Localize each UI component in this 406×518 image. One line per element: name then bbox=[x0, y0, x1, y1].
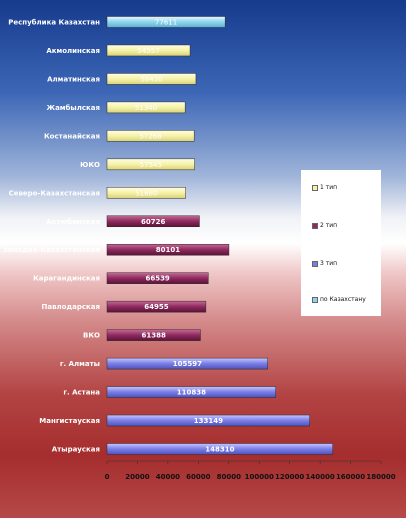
bar-value-label: 57545 bbox=[140, 161, 162, 169]
x-tick-label: 140000 bbox=[305, 473, 334, 481]
category-label: г. Алматы bbox=[60, 360, 100, 368]
bar-value-label: 51680 bbox=[135, 189, 157, 197]
category-label: Алматинская bbox=[47, 75, 100, 83]
x-tick-label: 80000 bbox=[217, 473, 241, 481]
category-label: Павлодарская bbox=[42, 303, 100, 311]
bar bbox=[106, 73, 197, 85]
x-tick-label: 100000 bbox=[245, 473, 274, 481]
category-label: Карагандинская bbox=[33, 275, 100, 283]
legend-label-type1: 1 тип bbox=[320, 184, 338, 191]
bar bbox=[106, 357, 268, 370]
bar bbox=[106, 130, 195, 142]
bar-value-label: 148310 bbox=[205, 446, 234, 454]
legend-swatch-type2 bbox=[312, 222, 318, 229]
bar bbox=[106, 443, 334, 455]
legend-label-type3: 3 тип bbox=[320, 260, 338, 267]
bar-value-label: 58430 bbox=[140, 75, 162, 83]
bar bbox=[106, 215, 200, 228]
bar-value-label: 66539 bbox=[145, 275, 169, 283]
bar bbox=[106, 272, 209, 284]
bar bbox=[106, 187, 186, 199]
category-label: Западно-Казахстанская bbox=[3, 246, 100, 254]
x-tick-label: 160000 bbox=[336, 473, 365, 481]
category-label: Северо-Казахстанская bbox=[9, 189, 100, 197]
bar-value-label: 51340 bbox=[135, 104, 157, 112]
bar-value-label: 105597 bbox=[173, 360, 202, 368]
category-label: Жамбылская bbox=[47, 104, 100, 112]
legend-swatch-kazakhstan bbox=[312, 296, 318, 303]
bar-value-label: 110838 bbox=[177, 389, 206, 397]
bar bbox=[106, 16, 226, 28]
category-label: г. Астана bbox=[63, 389, 100, 397]
legend-item-type1: 1 тип bbox=[312, 184, 337, 191]
bar-value-label: 77611 bbox=[155, 19, 177, 27]
bar bbox=[106, 44, 191, 57]
legend-item-kazakhstan: по Казахстану bbox=[312, 296, 366, 303]
category-label: Атырауская bbox=[52, 446, 100, 454]
bar bbox=[106, 300, 207, 313]
category-label: Костанайская bbox=[44, 132, 100, 140]
bar bbox=[106, 329, 201, 341]
legend-item-type2: 2 тип bbox=[312, 222, 337, 229]
category-label: ЮКО bbox=[80, 161, 100, 169]
bar bbox=[106, 158, 195, 171]
category-label: Республика Казахстан bbox=[8, 19, 100, 27]
bar-value-label: 57268 bbox=[139, 132, 161, 140]
bar-value-label: 133149 bbox=[194, 417, 223, 425]
x-tick-label: 60000 bbox=[186, 473, 210, 481]
legend-swatch-type1 bbox=[312, 184, 318, 191]
bar-value-label: 54557 bbox=[137, 47, 159, 55]
legend-label-type2: 2 тип bbox=[320, 222, 338, 229]
legend-label-kazakhstan: по Казахстану bbox=[320, 296, 366, 303]
category-label: Мангистауская bbox=[39, 417, 100, 425]
x-tick-label: 180000 bbox=[366, 473, 395, 481]
bar bbox=[106, 101, 186, 114]
legend-item-type3: 3 тип bbox=[312, 260, 337, 267]
bar-value-label: 64955 bbox=[144, 303, 168, 311]
x-tick-label: 120000 bbox=[275, 473, 304, 481]
bar bbox=[106, 414, 310, 427]
bar-value-label: 61388 bbox=[142, 332, 166, 340]
bar bbox=[106, 243, 230, 256]
category-label: Акмолинская bbox=[46, 47, 100, 55]
bar-value-label: 80101 bbox=[156, 246, 180, 254]
category-label: ВКО bbox=[83, 332, 100, 340]
bar bbox=[106, 386, 276, 398]
legend-swatch-type3 bbox=[312, 260, 318, 267]
bar-value-label: 60726 bbox=[141, 218, 165, 226]
x-tick-label: 0 bbox=[105, 473, 110, 481]
x-tick-label: 40000 bbox=[156, 473, 180, 481]
category-label: Актюбинская bbox=[46, 218, 100, 226]
x-tick-label: 20000 bbox=[125, 473, 149, 481]
chart-legend: 1 тип 2 тип 3 тип по Казахстану bbox=[301, 170, 381, 316]
